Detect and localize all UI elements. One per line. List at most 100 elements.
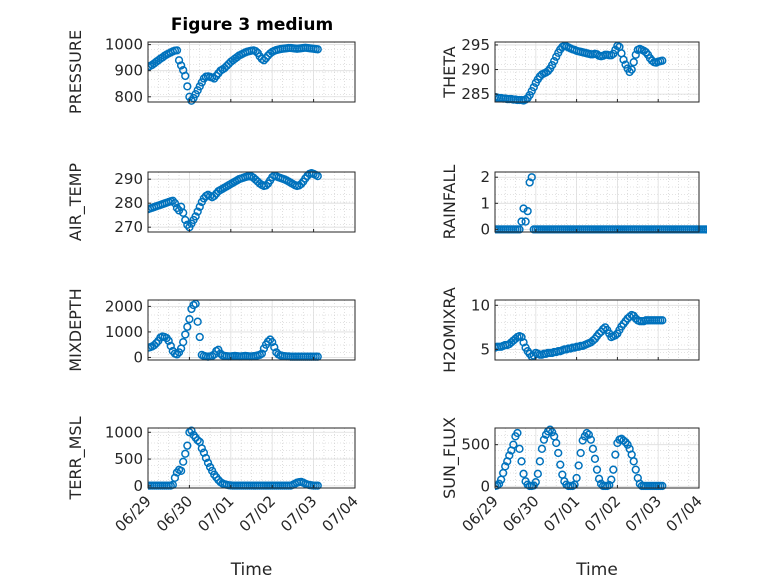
x-tick-label: 07/04	[663, 492, 706, 535]
y-tick-label: 0	[480, 220, 490, 238]
axes-box	[494, 171, 700, 233]
y-axis-label: PRESSURE	[66, 30, 85, 114]
data-point	[554, 448, 563, 458]
data-point	[619, 55, 628, 64]
y-tick-label: 500	[114, 450, 143, 468]
data-point	[201, 453, 211, 463]
data-markers	[495, 425, 667, 491]
data-point	[611, 331, 620, 340]
y-tick-label: 270	[114, 218, 143, 236]
data-point	[556, 460, 565, 469]
data-point	[257, 349, 267, 358]
data-point	[183, 322, 192, 331]
data-point	[313, 45, 322, 54]
data-point	[261, 181, 271, 190]
data-point	[714, 226, 721, 233]
data-point	[598, 324, 608, 334]
data-point	[703, 225, 707, 234]
y-axis-label: H2OMIXRA	[440, 287, 459, 373]
data-point	[539, 435, 549, 444]
data-point	[222, 61, 231, 71]
data-point	[712, 226, 719, 233]
data-markers	[495, 310, 667, 361]
data-point	[263, 337, 273, 346]
data-point	[166, 341, 175, 351]
data-point	[197, 444, 206, 453]
data-point	[621, 60, 630, 69]
y-tick-label: 900	[114, 62, 143, 80]
data-point	[203, 458, 213, 467]
data-point	[193, 436, 202, 445]
data-point	[517, 457, 526, 466]
data-point	[183, 220, 192, 229]
data-point	[495, 479, 504, 488]
data-point	[181, 330, 190, 339]
x-tick-label: 07/01	[540, 492, 583, 535]
y-axis-label: MIXDEPTH	[66, 288, 85, 371]
data-point	[552, 52, 561, 61]
data-point	[631, 465, 640, 474]
data-markers	[148, 43, 322, 105]
axes-box	[147, 427, 356, 489]
data-point	[270, 343, 279, 352]
x-tick-label: 07/03	[622, 492, 665, 535]
y-tick-label: 500	[461, 436, 490, 454]
subplot-6: 5 10 H2OMIXRA	[440, 287, 700, 373]
data-point	[193, 317, 202, 326]
y-tick-label: 800	[114, 88, 143, 106]
x-tick-label: 06/30	[499, 492, 542, 535]
y-tick-label: 280	[114, 194, 143, 212]
data-point	[187, 426, 196, 435]
x-tick-label: 06/29	[112, 492, 155, 535]
data-point	[251, 46, 260, 56]
data-point	[533, 469, 542, 478]
data-point	[547, 60, 557, 70]
data-point	[176, 61, 186, 70]
data-point	[586, 435, 596, 444]
data-point	[523, 206, 532, 216]
data-point	[584, 430, 593, 439]
data-markers	[495, 41, 667, 105]
data-point	[588, 336, 598, 345]
data-point	[537, 444, 547, 453]
y-tick-label: 1000	[105, 36, 143, 54]
data-markers	[495, 173, 721, 234]
y-tick-label: 0	[133, 477, 143, 495]
data-point	[164, 336, 173, 346]
data-point	[590, 454, 600, 463]
data-point	[183, 82, 192, 91]
axes-box	[147, 171, 356, 233]
x-tick-label: 07/02	[581, 492, 624, 535]
data-point	[513, 428, 522, 438]
y-tick-label: 5	[480, 340, 490, 358]
data-point	[708, 226, 715, 233]
data-point	[168, 196, 177, 205]
y-tick-label: 2	[480, 168, 490, 186]
x-tick-label: 07/01	[194, 492, 237, 535]
data-point	[193, 207, 202, 216]
data-point	[527, 87, 536, 96]
axes-box	[494, 427, 700, 489]
data-point	[501, 462, 510, 471]
data-point	[576, 448, 585, 458]
data-point	[619, 436, 628, 445]
y-tick-label: 0	[133, 348, 143, 366]
data-point	[521, 95, 530, 104]
data-markers	[148, 169, 322, 232]
data-point	[297, 179, 306, 189]
data-point	[313, 481, 322, 490]
data-point	[550, 57, 559, 66]
x-tick-label: 07/02	[236, 492, 279, 535]
data-point	[509, 440, 518, 449]
data-point	[152, 338, 161, 348]
data-point	[259, 56, 269, 65]
data-point	[578, 436, 587, 445]
axes-box	[494, 299, 700, 361]
y-tick-label: 1000	[105, 323, 143, 341]
data-point	[176, 466, 186, 476]
data-point	[191, 212, 200, 221]
data-point	[705, 225, 707, 233]
data-point	[179, 457, 188, 466]
